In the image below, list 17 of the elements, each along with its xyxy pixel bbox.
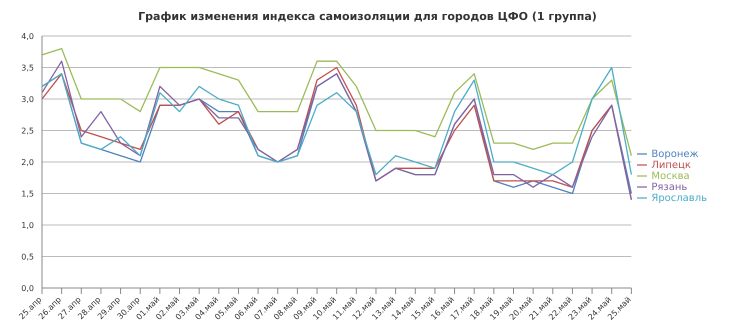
legend-label: Рязань — [651, 182, 688, 192]
legend-label: Липецк — [651, 160, 691, 170]
legend-label: Ярославль — [651, 192, 707, 204]
line-series — [41, 66, 632, 176]
y-tick-label: 2,5 — [21, 126, 34, 136]
y-tick-label: 1,5 — [21, 189, 34, 198]
y-tick-label: 3,5 — [21, 63, 34, 72]
y-tick-label: 1,0 — [21, 220, 34, 230]
legend-label: Москва — [651, 170, 690, 182]
y-tick-label: 3,0 — [21, 94, 34, 104]
y-tick-label: 0,5 — [21, 252, 34, 262]
y-tick-label: 0,0 — [21, 284, 34, 293]
y-tick-label: 4,0 — [21, 32, 34, 41]
y-tick-label: 2,0 — [21, 158, 34, 167]
line-series — [41, 48, 632, 156]
legend-label: Воронеж — [651, 148, 699, 160]
chart-title: График изменения индекса самоизоляции для городов ЦФО (1 группа) — [137, 9, 598, 25]
